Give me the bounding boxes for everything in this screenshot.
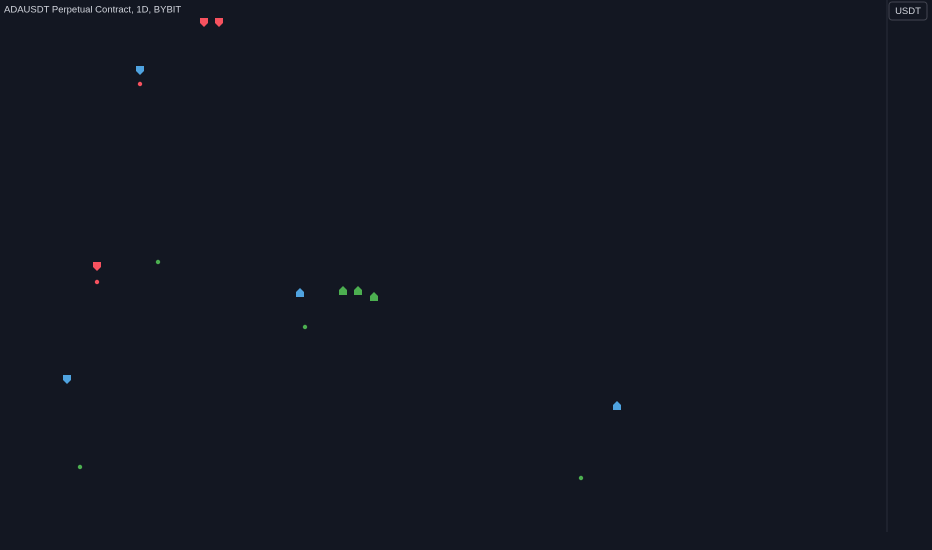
signal-dot (302, 324, 308, 330)
buy-signal (339, 286, 347, 295)
currency-label[interactable]: USDT (895, 6, 921, 17)
signal-dot (137, 81, 143, 87)
sell-signal (200, 18, 208, 27)
signal-dot (578, 475, 584, 481)
buy-signal (354, 286, 362, 295)
buy-signal (296, 288, 304, 297)
signal-dot (94, 279, 100, 285)
signals (63, 18, 621, 481)
sell-signal (93, 262, 101, 271)
sell-signal (215, 18, 223, 27)
signal-dot (77, 464, 83, 470)
signal-dot (155, 259, 161, 265)
signal (63, 375, 71, 384)
chart-title: ADAUSDT Perpetual Contract, 1D, BYBIT (4, 5, 181, 16)
buy-signal (370, 292, 378, 301)
signal (136, 66, 144, 75)
currency-button[interactable] (888, 1, 928, 21)
buy-signal (613, 401, 621, 410)
